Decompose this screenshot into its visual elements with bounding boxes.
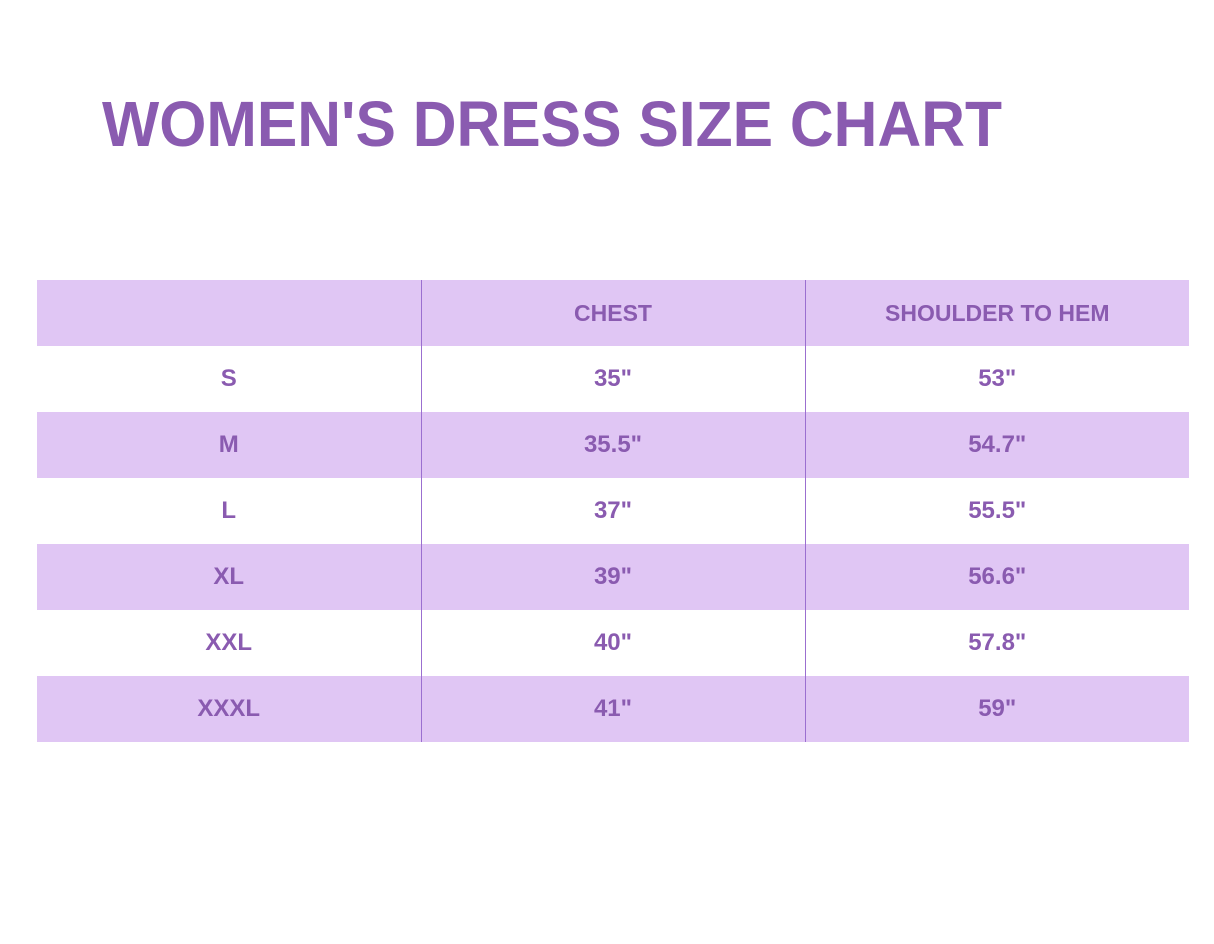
measure-cell: 59" [804,676,1189,742]
measure-cell: 37" [420,478,805,544]
measure-cell: 53" [804,346,1189,412]
table-row: M 35.5" 54.7" [37,412,1189,478]
title-area: WOMEN'S DRESS SIZE CHART [102,88,1002,160]
measure-cell: 56.6" [804,544,1189,610]
table-row: XL 39" 56.6" [37,544,1189,610]
size-cell: XXL [205,629,253,656]
header-cell [37,280,421,346]
table-body: S 35" 53" M 35.5" 54.7" L 37" 55.5" XL 39" 56.6" XXL… [37,346,1189,742]
size-cell: XL [37,544,421,610]
measure-cell: 41" [420,676,805,742]
measure-cell: 35" [420,346,805,412]
size-cell: XXXL [37,676,421,742]
size-table: CHEST SHOULDER TO HEM S 35" 53" M 35.5" 54.7" L… [37,280,1189,742]
measure-cell: 54.7" [804,412,1189,478]
page-title: WOMEN'S DRESS SIZE CHART [102,88,1002,160]
table-row: L 37" 55.5" [37,478,1189,544]
table-row: XXL 40" 57.8" [37,610,1189,676]
size-cell: M [37,412,421,478]
header-cell: CHEST [420,280,805,346]
measure-cell: 57.8" [804,610,1189,676]
header-cell: SHOULDER TO HEM [804,280,1189,346]
header-row: CHEST SHOULDER TO HEM [37,280,1189,346]
measure-cell: 35.5" [420,412,805,478]
table-row: XXXL 41" 59" [37,676,1189,742]
size-cell: S [220,365,237,392]
table-row: S 35" 53" [37,346,1189,412]
measure-cell: 40" [420,610,805,676]
measure-cell: 55.5" [804,478,1189,544]
size-cell: L [221,497,237,524]
measure-cell: 39" [420,544,805,610]
table-head: CHEST SHOULDER TO HEM [37,280,1189,346]
